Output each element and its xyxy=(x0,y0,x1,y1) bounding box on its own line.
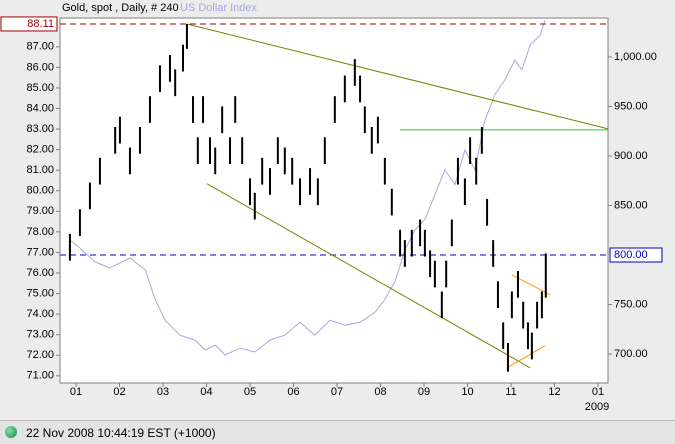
y2-tick-label: 750.00 xyxy=(614,298,648,310)
y-tick-label: 86.00 xyxy=(26,61,54,73)
plot-area xyxy=(59,17,609,384)
reference-label: 800.00 xyxy=(614,249,648,261)
reference-label-box xyxy=(0,16,58,32)
x-tick-label: 07 xyxy=(331,386,343,398)
x-tick-label: 01 xyxy=(70,386,82,398)
chart-title: Gold, spot , Daily, # 240 xyxy=(62,2,179,14)
legend-entry: US Dollar Index xyxy=(180,2,258,14)
y2-tick-label: 1,000.00 xyxy=(614,51,657,63)
dollar-index-line xyxy=(69,20,546,356)
trendline xyxy=(506,345,546,369)
y2-tick-label: 850.00 xyxy=(614,199,648,211)
reference-label-box xyxy=(609,247,663,263)
x-tick-label: 02 xyxy=(113,386,125,398)
reference-label: 88.11 xyxy=(27,18,54,30)
y-tick-label: 77.00 xyxy=(26,246,54,258)
year-label: 2009 xyxy=(585,401,609,413)
trendline xyxy=(206,183,531,369)
y-tick-label: 74.00 xyxy=(26,308,54,320)
y-tick-label: 79.00 xyxy=(26,205,54,217)
status-bar: 22 Nov 2008 10:44:19 EST (+1000) xyxy=(0,420,675,444)
status-icon xyxy=(5,426,17,438)
y-tick-label: 81.00 xyxy=(26,164,54,176)
x-tick-label: 11 xyxy=(505,386,516,398)
y-tick-label: 80.00 xyxy=(26,185,54,197)
trendline xyxy=(186,23,609,130)
y2-tick-label: 950.00 xyxy=(614,100,648,112)
timestamp: 22 Nov 2008 10:44:19 EST (+1000) xyxy=(26,426,216,440)
y-tick-label: 78.00 xyxy=(26,226,54,238)
y-tick-label: 72.00 xyxy=(26,349,54,361)
x-tick-label: 09 xyxy=(418,386,430,398)
x-tick-label: 01 xyxy=(592,386,604,398)
y-tick-label: 71.00 xyxy=(26,370,54,382)
y-tick-label: 85.00 xyxy=(26,82,54,94)
y-tick-label: 73.00 xyxy=(26,329,54,341)
y-tick-label: 82.00 xyxy=(26,144,54,156)
x-tick-label: 04 xyxy=(200,386,212,398)
y2-tick-label: 900.00 xyxy=(614,150,648,162)
y2-tick-label: 700.00 xyxy=(614,348,648,360)
y-tick-label: 87.00 xyxy=(26,41,54,53)
x-tick-label: 06 xyxy=(287,386,299,398)
y-tick-label: 84.00 xyxy=(26,102,54,114)
x-tick-label: 03 xyxy=(157,386,169,398)
y-tick-label: 83.00 xyxy=(26,123,54,135)
x-tick-label: 12 xyxy=(548,386,560,398)
x-tick-label: 10 xyxy=(461,386,473,398)
x-tick-label: 05 xyxy=(244,386,256,398)
y-tick-label: 75.00 xyxy=(26,287,54,299)
x-tick-label: 08 xyxy=(374,386,386,398)
chart: Gold, spot , Daily, # 240 US Dollar Inde… xyxy=(0,2,663,413)
y-tick-label: 76.00 xyxy=(26,267,54,279)
